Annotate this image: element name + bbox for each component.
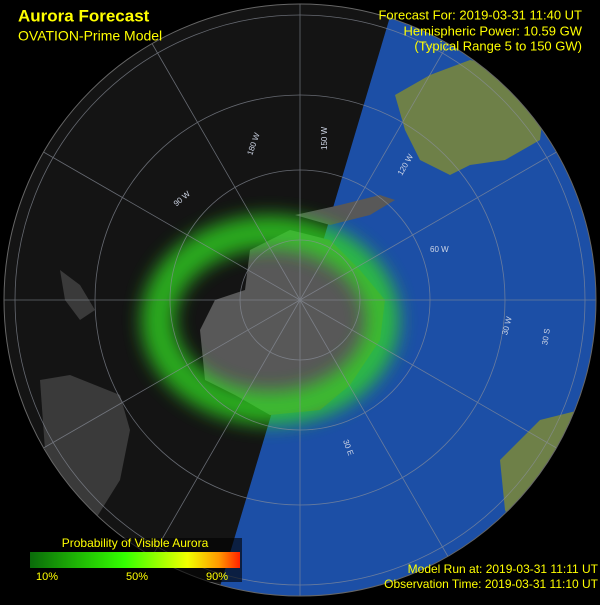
hemispheric-power: Hemispheric Power: 10.59 GW: [404, 23, 583, 38]
legend-title: Probability of Visible Aurora: [62, 536, 209, 550]
antarctica: [200, 230, 385, 415]
title: Aurora Forecast: [18, 6, 150, 25]
color-bar: [30, 552, 240, 568]
grid-label: 30 S: [540, 328, 552, 346]
observation-time: Observation Time: 2019-03-31 11:10 UT: [384, 577, 599, 591]
forecast-time: Forecast For: 2019-03-31 11:40 UT: [378, 7, 582, 22]
legend-tick: 90%: [206, 571, 228, 583]
legend-tick: 10%: [36, 571, 58, 583]
subtitle: OVATION-Prime Model: [18, 28, 162, 44]
grid-label: 60 W: [430, 245, 449, 254]
grid-label: 150 W: [320, 126, 329, 150]
globe-edge: [3, 3, 597, 597]
legend-tick: 50%: [126, 571, 148, 583]
aurora-oval: [141, 215, 399, 425]
typical-range: (Typical Range 5 to 150 GW): [414, 38, 582, 53]
model-run: Model Run at: 2019-03-31 11:11 UT: [408, 562, 599, 576]
peninsula: [295, 195, 395, 225]
